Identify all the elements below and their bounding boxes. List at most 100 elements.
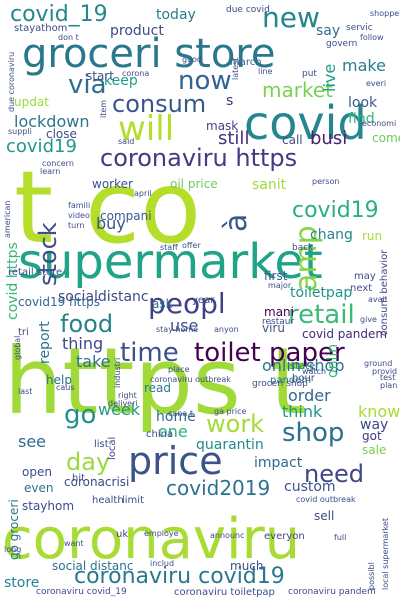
word-impact: impact (254, 455, 303, 471)
word-day: day (66, 448, 111, 476)
word-covid: covid (244, 96, 367, 150)
word-find: live (320, 63, 339, 92)
word-anyon: anyon (214, 325, 239, 334)
word-know: know (358, 402, 400, 421)
word-quarantin: quarantin (196, 437, 264, 453)
word-order: order (288, 386, 331, 405)
word-major: major (268, 281, 292, 290)
word-look: look (348, 95, 378, 111)
word-go: go (64, 400, 97, 430)
word-covid19-b: covid19 (6, 136, 77, 157)
word-help: help (46, 373, 72, 387)
word-call: call (282, 133, 303, 147)
word-now: now (178, 66, 232, 96)
word-keep: keep (104, 73, 138, 89)
word-stay-home: stay home (156, 325, 199, 334)
word-shop: shop (282, 418, 345, 448)
word-consum-behavior: consum behavior (379, 249, 390, 336)
word-t-co: t co (14, 149, 202, 266)
word-said: said (118, 137, 135, 146)
word-govern: govern (326, 39, 358, 49)
word-pandem: pandem (270, 375, 312, 386)
word-includ: includ (150, 559, 175, 568)
word-onlin-shop: onlin shop (262, 356, 345, 375)
word-buy: buy (96, 214, 126, 233)
word-restaur: restaur (262, 317, 295, 327)
word-take: take (76, 352, 111, 371)
word-deliveri: deliveri (108, 399, 138, 408)
word-mask: mask (206, 119, 239, 133)
word-announc: announc (210, 531, 245, 540)
word-close: close (46, 127, 77, 141)
word-product: product (110, 23, 164, 39)
word-make: make (342, 56, 386, 75)
word-health: health (92, 495, 124, 506)
word-provid: provid (372, 367, 398, 376)
word-coronaviru-pandem: coronaviru pandem (288, 587, 376, 597)
word-worker: worker (92, 177, 133, 191)
word-toiletpap: toiletpap (290, 285, 353, 301)
word-test: test (380, 373, 396, 382)
word-place: place (168, 365, 190, 374)
word-offer: offer (182, 241, 201, 250)
word-back: back (292, 243, 314, 253)
word-say: say (316, 23, 341, 39)
word-covid19: covid19 (292, 198, 379, 223)
word-list: list (94, 439, 109, 450)
word-concern: concern (42, 159, 74, 168)
word-food: food (60, 310, 114, 338)
word-coronacrisi: coronacrisi (64, 475, 130, 489)
word-stayathom: stayathom (14, 23, 68, 34)
word-stayhom: stayhom (22, 499, 75, 513)
word-read: read (144, 381, 172, 395)
word-hit: hit (72, 473, 86, 484)
word-due-coronaviru: due coronaviru (7, 51, 16, 112)
word-store: store (4, 575, 40, 591)
word-want: want (64, 539, 84, 548)
word-chang: chang (310, 227, 353, 243)
word-may: may (354, 271, 376, 282)
word-everi: everi (366, 79, 387, 88)
word-covid-pandem: covid pandem (302, 327, 388, 341)
word-supermarket: supermarket (18, 234, 323, 290)
word-busi: busi (310, 128, 348, 149)
word-covid-19: covid_19 (10, 2, 108, 27)
word-covid-https: covid https (5, 242, 21, 320)
word-good: good (182, 55, 202, 64)
word-groceri-shop: groceri shop (252, 379, 308, 389)
word-first: first (264, 269, 288, 283)
word-due-covid: due covid (226, 5, 270, 15)
word-march: march (230, 57, 262, 68)
word-covid-outbreak: covid outbreak (296, 495, 356, 504)
word-new: new (262, 1, 320, 34)
word-economi: economi (362, 119, 397, 128)
word-custom: custom (284, 479, 336, 495)
word-sale: sale (362, 443, 387, 457)
word-week: week (98, 400, 141, 419)
word-plan: plan (380, 381, 398, 390)
word-coronaviru-outbreak: coronaviru outbreak (150, 375, 231, 384)
word-ga-price: ga price (214, 407, 247, 416)
word-corona: corona (122, 69, 150, 78)
word-staff: staff (160, 243, 178, 252)
word-give: give (360, 315, 377, 324)
word-social-distanc: social distanc (52, 559, 134, 573)
word-local: local (107, 436, 118, 460)
word-run: run (362, 229, 383, 243)
word-uk: uk (116, 529, 129, 540)
word-see: see (18, 432, 47, 451)
word-coronaviru-toiletpap: coronaviru toiletpap (174, 587, 275, 598)
word-everyon: everyon (264, 531, 305, 542)
word-sanit: sanit (252, 177, 287, 193)
word-report: report (37, 321, 53, 364)
word-retail-store: retail store (8, 267, 63, 278)
word-consum: consum (112, 90, 207, 118)
word-latest: latest (231, 57, 240, 81)
word-home: home (156, 409, 196, 425)
word-think: think (282, 402, 323, 421)
word-put: put (302, 69, 317, 79)
word-coronaviru: coronaviru (2, 507, 301, 572)
word-market: market (262, 78, 333, 102)
word-coronaviru-covid19: coronaviru covid19 (74, 564, 285, 589)
